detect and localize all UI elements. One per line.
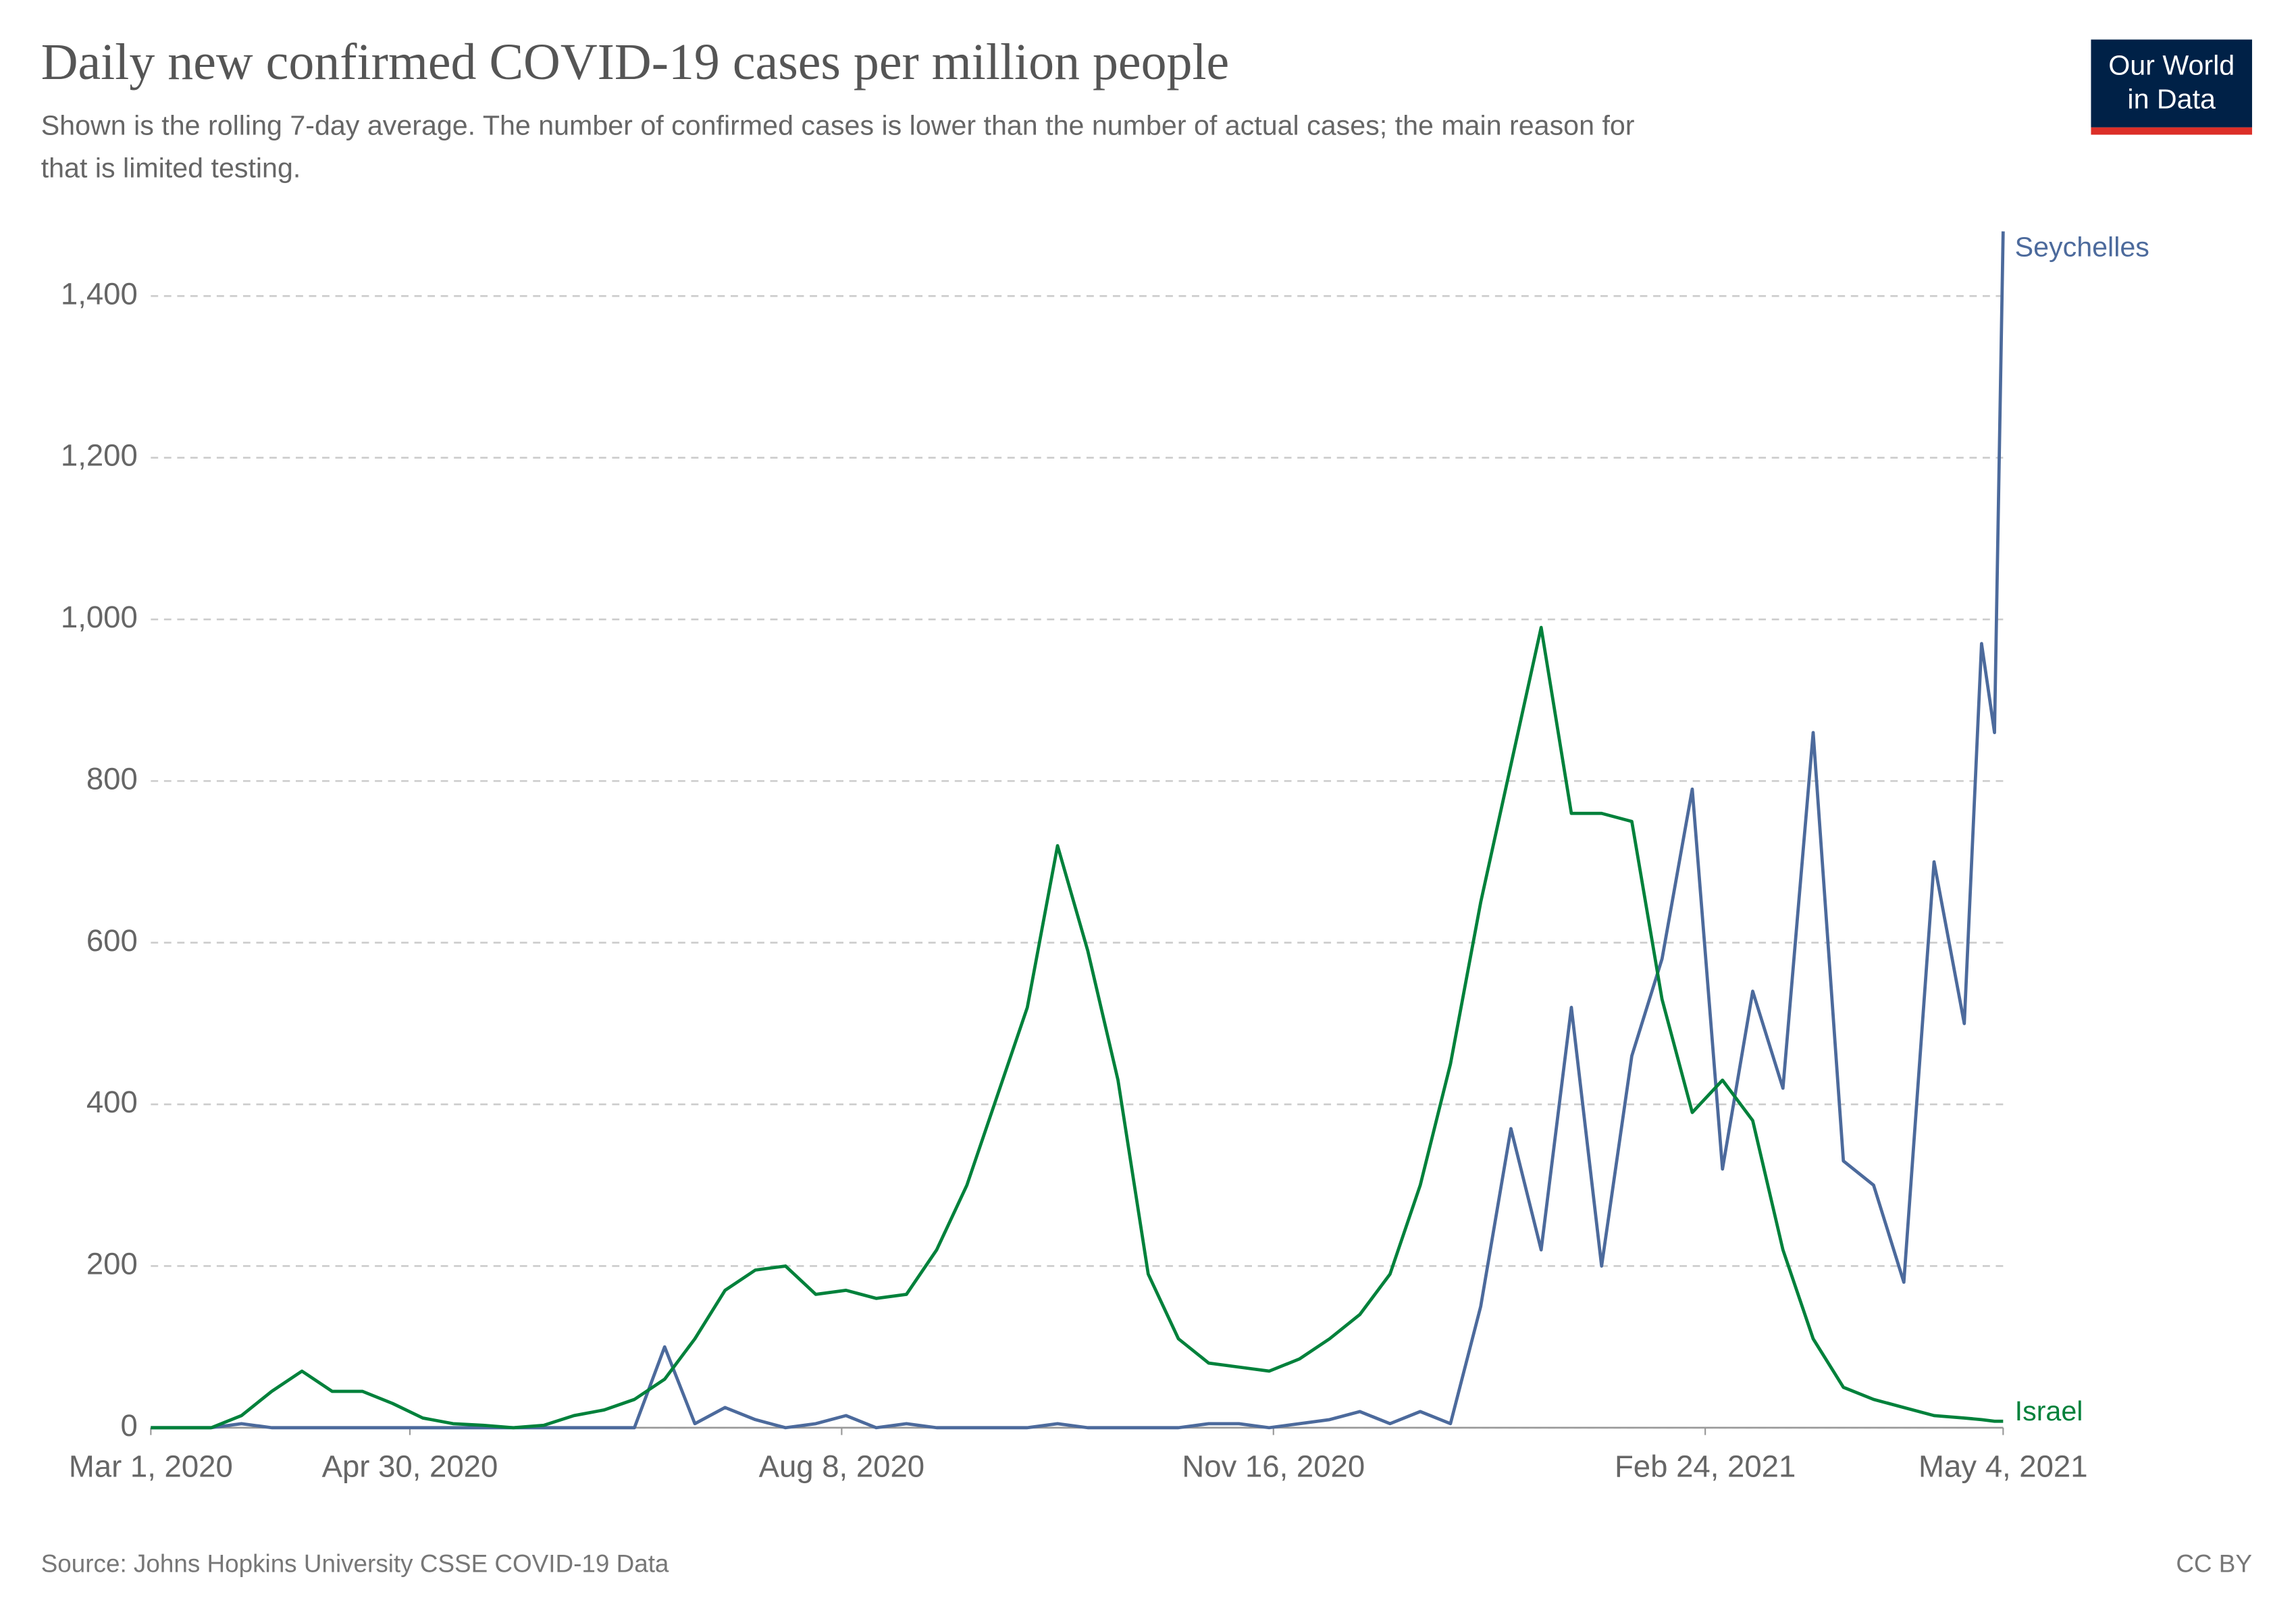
series-label: Israel [2015,1395,2083,1426]
y-tick-label: 1,200 [61,438,138,473]
y-tick-label: 1,400 [61,276,138,311]
logo-text: Our World [2108,50,2235,81]
y-tick-label: 200 [86,1246,138,1281]
x-tick-label: Nov 16, 2020 [1182,1449,1365,1484]
x-tick-label: Mar 1, 2020 [69,1449,233,1484]
series-line [151,231,2005,1430]
y-tick-label: 800 [86,761,138,796]
x-tick-label: Apr 30, 2020 [322,1449,498,1484]
source: Source: Johns Hopkins University CSSE CO… [41,1549,669,1577]
x-tick-label: May 4, 2021 [1919,1449,2088,1484]
subtitle: Shown is the rolling 7-day average. The … [41,109,1635,140]
series-label: Seychelles [2015,231,2149,262]
y-tick-label: 400 [86,1085,138,1119]
x-tick-label: Feb 24, 2021 [1615,1449,1796,1484]
license: CC BY [2176,1549,2252,1577]
y-tick-label: 0 [120,1408,137,1443]
x-tick-label: Aug 8, 2020 [759,1449,925,1484]
subtitle: that is limited testing. [41,152,301,183]
logo-text: in Data [2127,83,2216,114]
y-tick-label: 1,000 [61,600,138,634]
series-line [151,625,2004,1430]
logo-bar [2091,127,2252,135]
logo-box [2091,39,2252,128]
chart-title: Daily new confirmed COVID-19 cases per m… [41,34,1230,91]
y-tick-label: 600 [86,923,138,958]
